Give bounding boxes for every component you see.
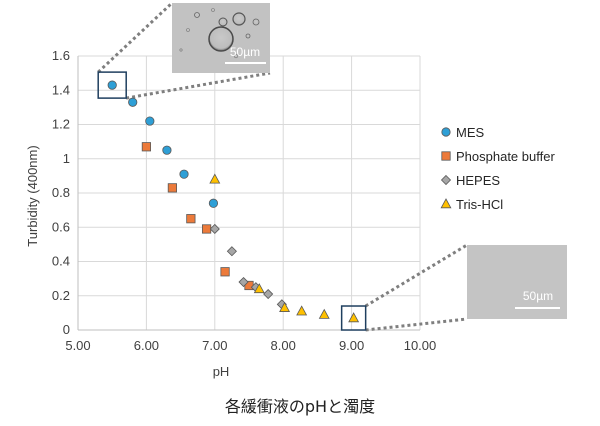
x-tick-label: 9.00 (339, 338, 364, 353)
droplet (252, 18, 260, 26)
y-tick-label: 1 (63, 151, 70, 166)
data-point (263, 288, 274, 300)
callout-line (365, 317, 468, 332)
data-point (220, 267, 230, 277)
droplet (211, 8, 215, 12)
data-point (208, 198, 219, 208)
y-tick-label: 0.2 (52, 288, 70, 303)
y-tick-label: 1.4 (52, 82, 70, 97)
data-point (162, 145, 172, 155)
grid-lines (78, 55, 421, 330)
data-point (253, 283, 265, 294)
legend-label-mes: MES (456, 125, 485, 140)
legend-marker-mes (441, 127, 451, 137)
data-point (167, 183, 177, 193)
y-tick-label: 1.2 (52, 117, 70, 132)
data-points (107, 80, 360, 323)
micrograph-inset-clear: 50µm (467, 245, 567, 319)
data-point (141, 142, 151, 152)
scale-bar-label: 50µm (230, 45, 260, 59)
legend: MES Phosphate buffer HEPES Tris-HCl (440, 125, 555, 212)
callout-lines (97, 1, 468, 332)
highlight-box (97, 71, 127, 99)
data-point (201, 224, 212, 234)
x-tick-label: 8.00 (271, 338, 296, 353)
highlight-boxes (97, 71, 367, 331)
droplet (218, 17, 228, 27)
droplet (232, 12, 246, 26)
y-tick-labels: 0 0.2 0.4 0.6 0.8 1 1.2 1.4 1.6 (52, 48, 70, 337)
data-point (186, 214, 196, 224)
x-tick-label: 5.00 (65, 338, 90, 353)
series-mes (107, 80, 219, 208)
data-point (348, 312, 360, 323)
data-point (296, 305, 308, 316)
droplet (194, 12, 200, 18)
x-tick-label: 10.00 (404, 338, 437, 353)
series-phosphate-buffer (141, 142, 254, 291)
legend-marker-phosphate-buffer (441, 151, 451, 161)
legend-label-tris-hcl: Tris-HCl (456, 197, 503, 212)
droplet (245, 33, 251, 39)
y-tick-label: 0.6 (52, 219, 70, 234)
legend-marker-tris-hcl (440, 198, 452, 209)
x-axis-title: pH (213, 364, 230, 379)
chart: 5.00 6.00 7.00 8.00 9.00 10.00 0 0.2 0.4 0.6 0.8 1… (25, 1, 567, 379)
x-tick-label: 7.00 (202, 338, 227, 353)
legend-label-phosphate-buffer: Phosphate buffer (456, 149, 555, 164)
y-tick-label: 0.8 (52, 185, 70, 200)
series-tris-hcl (209, 173, 360, 323)
scale-bar-label: 50µm (523, 289, 553, 303)
data-point (179, 169, 189, 179)
data-point (318, 308, 330, 319)
data-point (107, 80, 117, 90)
droplet (208, 26, 234, 52)
data-point (226, 246, 237, 257)
callout-line (97, 1, 174, 74)
droplet (186, 28, 190, 32)
droplet (233, 53, 239, 59)
data-point (145, 116, 155, 126)
data-point (128, 97, 138, 107)
x-tick-label: 6.00 (134, 338, 159, 353)
callout-line (364, 243, 468, 308)
data-point (238, 276, 249, 288)
x-tick-labels: 5.00 6.00 7.00 8.00 9.00 10.00 (65, 338, 436, 353)
highlight-box (340, 305, 367, 331)
legend-marker-hepes (440, 174, 452, 186)
callout-line (125, 71, 271, 100)
legend-label-hepes: HEPES (456, 173, 500, 188)
data-point (279, 301, 291, 312)
micrograph-inset-droplets: 50µm (172, 3, 270, 73)
y-tick-label: 1.6 (52, 48, 70, 63)
data-point (209, 173, 221, 184)
y-tick-label: 0.4 (52, 254, 70, 269)
figure-caption: 各緩衝液のpHと濁度 (224, 397, 376, 416)
data-point (209, 223, 220, 235)
y-axis-title: Turbidity (400nm) (25, 145, 40, 246)
droplet (179, 48, 183, 52)
y-tick-label: 0 (63, 322, 70, 337)
